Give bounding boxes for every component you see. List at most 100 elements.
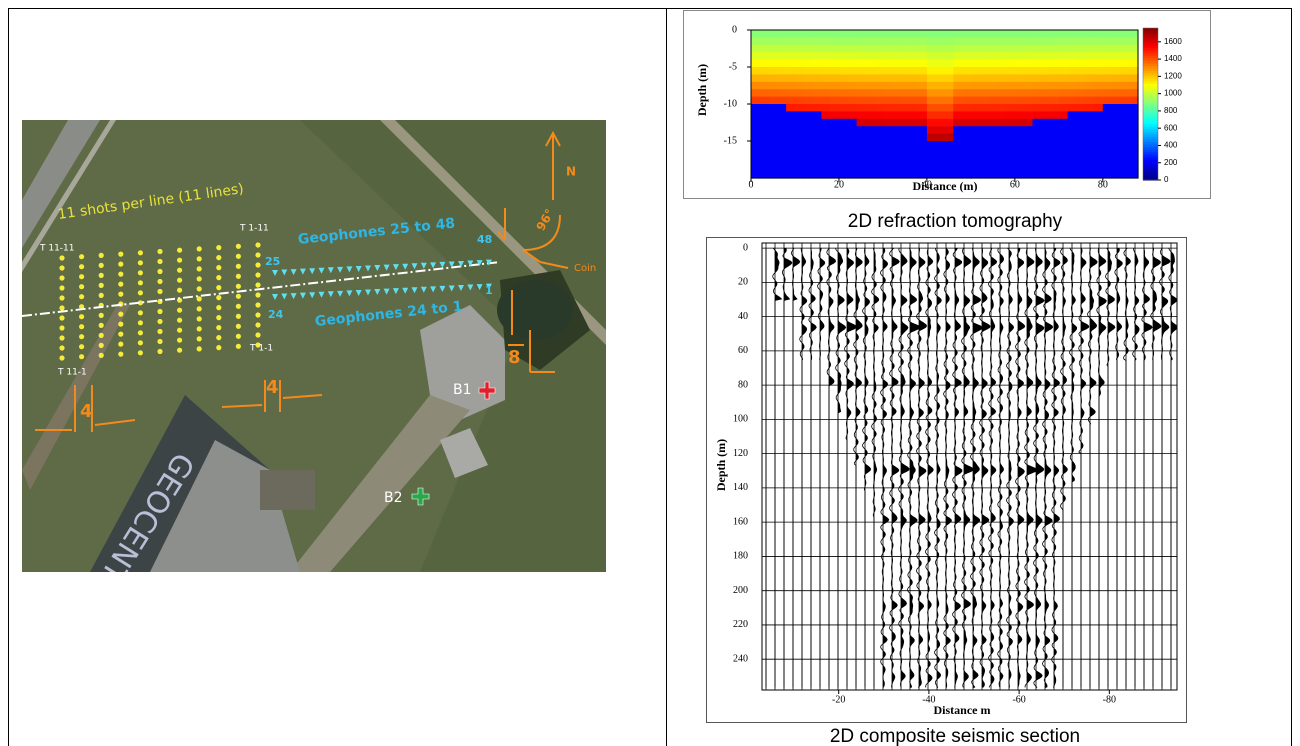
- velocity-cell: [821, 111, 830, 119]
- velocity-cell: [936, 111, 945, 119]
- velocity-cell: [962, 119, 971, 127]
- velocity-cell: [953, 119, 962, 127]
- velocity-cell: [1015, 67, 1024, 75]
- velocity-cell: [1015, 52, 1024, 60]
- velocity-cell: [804, 37, 813, 45]
- shot-point: [59, 285, 64, 290]
- velocity-cell: [874, 163, 883, 171]
- shot-point: [177, 258, 182, 263]
- velocity-cell: [901, 60, 910, 68]
- colorbar-tick-label: 1000: [1164, 89, 1182, 98]
- velocity-cell: [804, 141, 813, 149]
- velocity-cell: [988, 74, 997, 82]
- velocity-cell: [821, 126, 830, 134]
- velocity-cell: [848, 67, 857, 75]
- velocity-cell: [1068, 171, 1077, 179]
- velocity-cell: [927, 163, 936, 171]
- velocity-cell: [839, 141, 848, 149]
- velocity-cell: [821, 104, 830, 112]
- velocity-cell: [1094, 111, 1103, 119]
- shot-point: [157, 309, 162, 314]
- velocity-cell: [813, 171, 822, 179]
- velocity-cell: [1094, 156, 1103, 164]
- velocity-cell: [821, 148, 830, 156]
- shot-point: [177, 308, 182, 313]
- velocity-cell: [1050, 82, 1059, 90]
- velocity-cell: [892, 74, 901, 82]
- velocity-cell: [848, 141, 857, 149]
- velocity-cell: [1103, 119, 1112, 127]
- velocity-cell: [786, 156, 795, 164]
- velocity-cell: [927, 111, 936, 119]
- velocity-cell: [927, 126, 936, 134]
- velocity-cell: [795, 30, 804, 38]
- velocity-cell: [839, 74, 848, 82]
- velocity-cell: [751, 52, 760, 60]
- velocity-cell: [821, 171, 830, 179]
- velocity-cell: [848, 60, 857, 68]
- shot-point: [177, 248, 182, 253]
- velocity-cell: [874, 37, 883, 45]
- velocity-cell: [795, 141, 804, 149]
- velocity-cell: [892, 82, 901, 90]
- velocity-cell: [945, 148, 954, 156]
- velocity-cell: [1120, 37, 1129, 45]
- shot-point: [216, 305, 221, 310]
- shot-point: [79, 264, 84, 269]
- velocity-cell: [936, 171, 945, 179]
- velocity-cell: [813, 89, 822, 97]
- velocity-cell: [918, 104, 927, 112]
- velocity-cell: [821, 67, 830, 75]
- y-tick-label: -5: [729, 61, 737, 72]
- velocity-cell: [1094, 104, 1103, 112]
- velocity-cell: [839, 82, 848, 90]
- velocity-cell: [883, 111, 892, 119]
- velocity-cell: [848, 45, 857, 53]
- velocity-cell: [1032, 60, 1041, 68]
- velocity-cell: [769, 104, 778, 112]
- shot-point: [236, 254, 241, 259]
- velocity-cell: [936, 82, 945, 90]
- velocity-cell: [786, 74, 795, 82]
- velocity-cell: [1024, 74, 1033, 82]
- velocity-cell: [936, 97, 945, 105]
- velocity-cell: [901, 134, 910, 142]
- velocity-cell: [1041, 67, 1050, 75]
- shot-point: [59, 345, 64, 350]
- velocity-cell: [848, 134, 857, 142]
- velocity-cell: [821, 134, 830, 142]
- velocity-cell: [936, 89, 945, 97]
- velocity-cell: [857, 141, 866, 149]
- velocity-cell: [1076, 126, 1085, 134]
- velocity-cell: [839, 67, 848, 75]
- velocity-cell: [936, 156, 945, 164]
- velocity-cell: [865, 171, 874, 179]
- velocity-cell: [1024, 134, 1033, 142]
- velocity-cell: [936, 119, 945, 127]
- velocity-cell: [988, 104, 997, 112]
- velocity-cell: [953, 148, 962, 156]
- velocity-cell: [1094, 119, 1103, 127]
- velocity-cell: [953, 134, 962, 142]
- velocity-cell: [1120, 104, 1129, 112]
- shot-point: [118, 342, 123, 347]
- velocity-cell: [848, 82, 857, 90]
- velocity-cell: [901, 148, 910, 156]
- velocity-cell: [1103, 60, 1112, 68]
- velocity-cell: [1068, 97, 1077, 105]
- velocity-cell: [953, 60, 962, 68]
- velocity-cell: [760, 82, 769, 90]
- velocity-cell: [945, 45, 954, 53]
- velocity-cell: [1120, 119, 1129, 127]
- velocity-cell: [865, 134, 874, 142]
- velocity-cell: [830, 104, 839, 112]
- velocity-cell: [980, 67, 989, 75]
- colorbar-tick-label: 400: [1164, 141, 1178, 150]
- velocity-cell: [901, 141, 910, 149]
- velocity-cell: [1015, 74, 1024, 82]
- velocity-cell: [1041, 37, 1050, 45]
- y-tick-label: -10: [724, 98, 737, 109]
- velocity-cell: [751, 97, 760, 105]
- shot-point: [59, 255, 64, 260]
- velocity-cell: [1032, 52, 1041, 60]
